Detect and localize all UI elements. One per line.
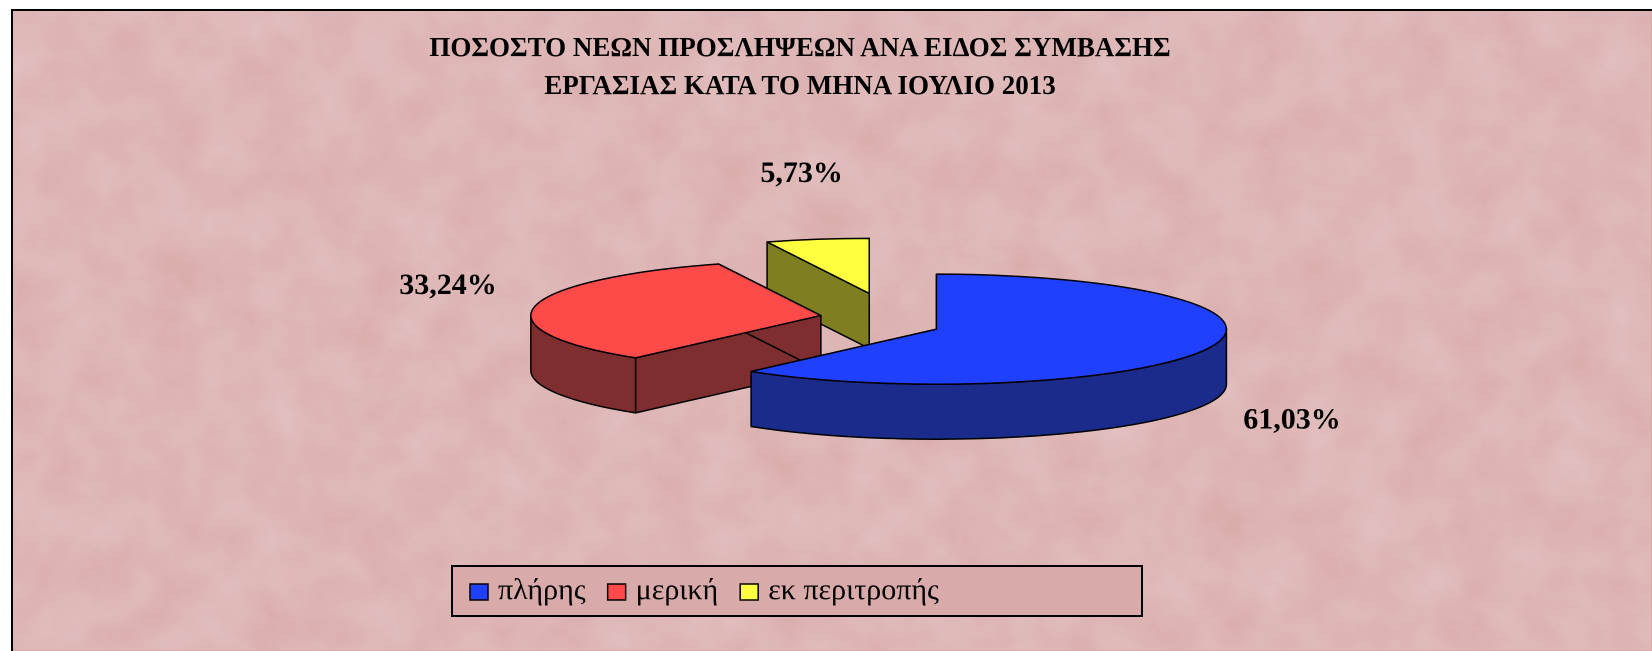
- data-label: 5,73%: [760, 156, 843, 189]
- chart-title: ΕΡΓΑΣΙΑΣ ΚΑΤΑ ΤΟ ΜΗΝΑ ΙΟΥΛΙΟ 2013: [544, 70, 1056, 100]
- legend-label: μερική: [636, 573, 719, 606]
- legend-label: πλήρης: [498, 573, 586, 606]
- legend-label: εκ περιτροπής: [768, 573, 939, 606]
- slice-top: [530, 263, 822, 359]
- legend-items: πλήρης μερική εκ περιτροπής: [469, 573, 939, 606]
- legend: [451, 565, 1143, 617]
- legend-swatch: [469, 583, 489, 601]
- chart-title: ΠΟΣΟΣΤΟ ΝΕΩΝ ΠΡΟΣΛΗΨΕΩΝ ΑΝΑ ΕΙΔΟΣ ΣΥΜΒΑΣ…: [429, 32, 1170, 62]
- legend-swatch: [606, 583, 627, 601]
- data-label: 33,24%: [399, 268, 497, 301]
- legend-swatch: [739, 583, 759, 601]
- pie: 5,73% 33,24% 61,03%: [399, 156, 1341, 440]
- data-label: 61,03%: [1243, 402, 1341, 435]
- slice-top: [750, 273, 1228, 385]
- slice: [530, 263, 822, 414]
- slice: [750, 273, 1228, 440]
- slice-top: [766, 237, 871, 295]
- slice: [766, 237, 871, 350]
